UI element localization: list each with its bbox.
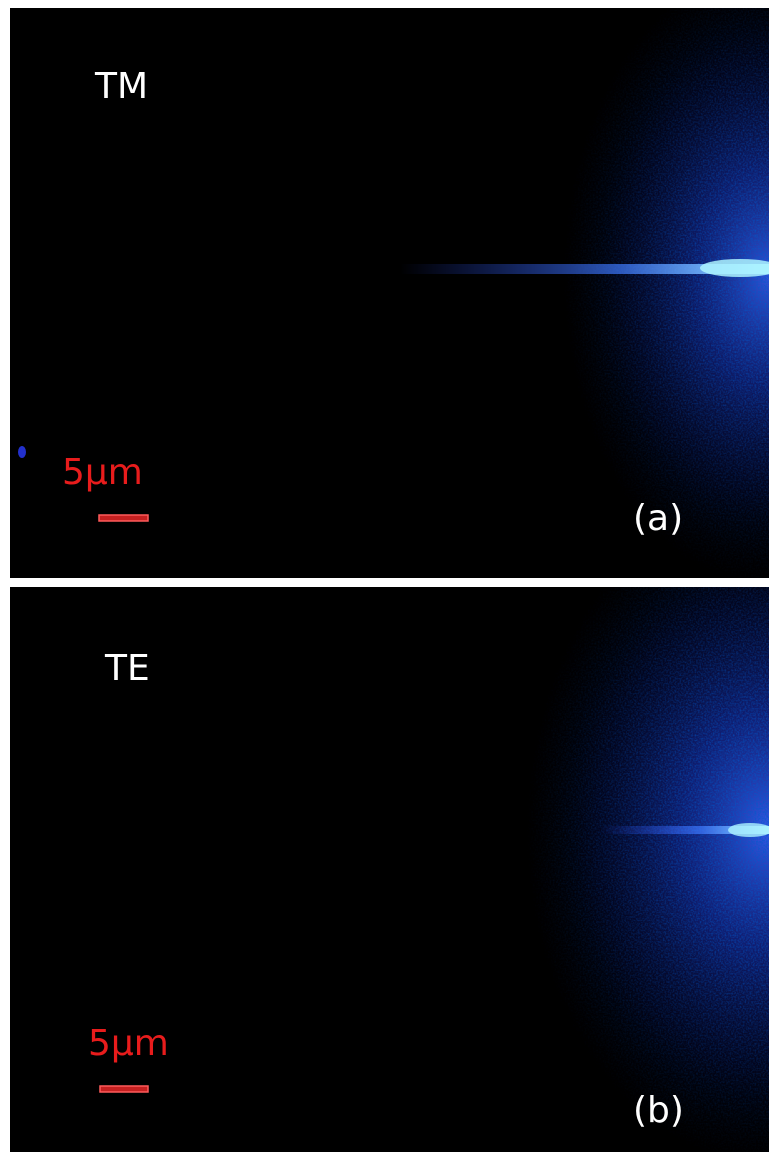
spot [18, 446, 26, 458]
figure: TM 5μm (a) TE 5μm (b) [0, 0, 769, 1152]
mode-label: TE [104, 648, 150, 689]
speckle [390, 8, 769, 578]
panel-label: (a) [633, 498, 683, 539]
page: TM 5μm (a) TE 5μm (b) (() => { const dat… [0, 0, 769, 1152]
scale-bar [100, 1086, 148, 1092]
panel-label: (b) [633, 1090, 684, 1131]
scale-bar [99, 515, 148, 521]
speckle [360, 587, 769, 1152]
panel-b: TE 5μm (b) [10, 587, 769, 1152]
panel-a: TM 5μm (a) [10, 8, 769, 578]
scale-label: 5μm [88, 1023, 169, 1064]
mode-label: TM [94, 66, 148, 107]
scale-label: 5μm [62, 452, 143, 493]
